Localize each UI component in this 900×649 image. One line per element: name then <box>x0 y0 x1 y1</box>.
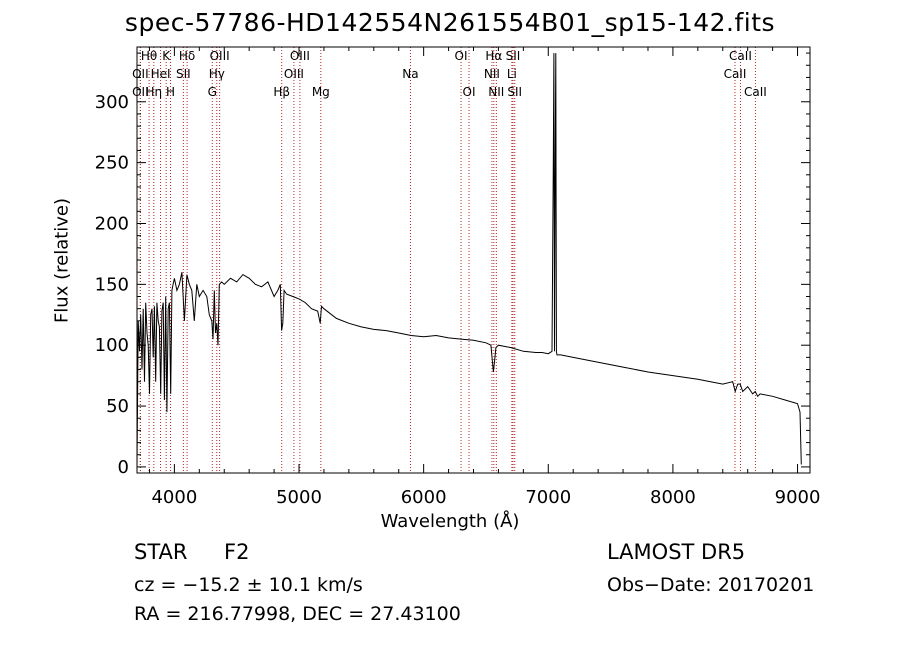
observation-date: Obs−Date: 20170201 <box>607 574 815 596</box>
spectrum-line <box>136 53 802 467</box>
line-marker-label: OIII <box>210 49 230 63</box>
y-tick-label: 150 <box>95 274 129 295</box>
plot-frame <box>136 46 811 474</box>
survey-name: LAMOST DR5 <box>607 540 746 564</box>
line-marker-label: Hθ <box>141 49 157 63</box>
y-tick-label: 50 <box>106 396 129 417</box>
y-tick-label: 100 <box>95 335 129 356</box>
object-subclass: F2 <box>224 540 250 564</box>
x-axis-label: Wavelength (Å) <box>380 511 520 532</box>
y-tick-label: 0 <box>118 457 129 478</box>
line-marker-label: OII <box>132 67 149 81</box>
x-tick-label: 5000 <box>276 487 322 508</box>
chart-title: spec-57786-HD142554N261554B01_sp15-142.f… <box>124 8 776 37</box>
line-marker-label: OIII <box>290 49 310 63</box>
line-marker-label: Hδ <box>179 49 195 63</box>
x-tick-label: 4000 <box>151 487 197 508</box>
coordinates: RA = 216.77998, DEC = 27.43100 <box>134 603 461 625</box>
line-marker-label: OI <box>455 49 468 63</box>
line-marker-label: NII <box>488 85 504 99</box>
y-tick-label: 200 <box>95 213 129 234</box>
line-marker-label: Hγ <box>209 67 225 81</box>
line-marker-label: CaII <box>724 67 747 81</box>
redshift-velocity: cz = −15.2 ± 10.1 km/s <box>134 574 363 596</box>
line-marker-label: CaII <box>729 49 752 63</box>
y-tick-label: 250 <box>95 153 129 174</box>
line-marker-label: OII <box>132 85 149 99</box>
y-axis: 0 50 100 150 200 250 300 <box>95 52 810 478</box>
line-marker-label: G <box>208 85 217 99</box>
line-marker-label: K <box>162 49 171 63</box>
line-marker-label: SII <box>506 49 521 63</box>
line-marker-label: CaII <box>744 85 767 99</box>
line-marker-label: SII <box>507 85 522 99</box>
line-marker-label: Mg <box>312 85 330 99</box>
line-marker-label: SII <box>176 67 191 81</box>
line-marker-label: Na <box>402 67 418 81</box>
line-marker-label: HeI <box>151 67 171 81</box>
line-marker-label: Hβ <box>273 85 290 99</box>
x-tick-label: 9000 <box>775 487 821 508</box>
line-marker-label: Hη <box>146 85 163 99</box>
line-marker-label: H <box>166 85 175 99</box>
line-marker-label: Hα <box>485 49 502 63</box>
y-tick-label: 300 <box>95 92 129 113</box>
line-marker-label: Li <box>507 67 517 81</box>
line-marker-label: OIII <box>284 67 304 81</box>
line-marker-label: NII <box>484 67 500 81</box>
x-axis: 4000 5000 6000 7000 8000 9000 <box>148 47 821 508</box>
line-marker-label: OI <box>463 85 476 99</box>
line-markers <box>139 47 756 473</box>
x-tick-label: 7000 <box>525 487 571 508</box>
object-class: STAR <box>134 540 188 564</box>
x-tick-label: 8000 <box>650 487 696 508</box>
x-tick-label: 6000 <box>401 487 447 508</box>
y-axis-label: Flux (relative) <box>51 197 73 324</box>
